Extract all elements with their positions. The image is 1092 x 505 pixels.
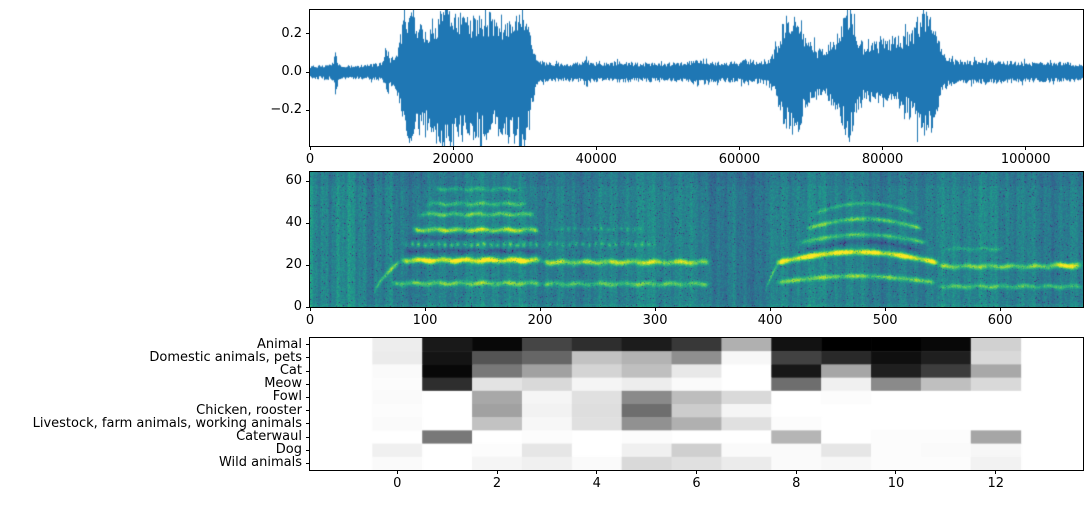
spectrogram-x-tick <box>884 307 886 311</box>
spectrogram-x-tick-label: 0 <box>305 313 315 328</box>
class-scores-x-tick-label: 8 <box>792 476 801 491</box>
class-scores-x-tick-label: 2 <box>492 476 502 491</box>
spectrogram-y-tick <box>306 306 310 308</box>
spectrogram-y-tick <box>306 180 310 182</box>
class-scores-y-tick <box>306 423 310 425</box>
class-scores-x-tick <box>696 470 697 474</box>
class-scores-x-tick <box>895 470 897 474</box>
class-scores-y-tick <box>306 462 310 464</box>
waveform-y-tick-label: 0.2 <box>281 25 302 41</box>
spectrogram-x-tick <box>654 307 656 311</box>
spectrogram-x-tick <box>999 307 1001 311</box>
spectrogram-x-tick-label: 500 <box>872 313 898 328</box>
spectrogram-y-tick-label: 60 <box>285 173 302 189</box>
class-scores-row-label: Fowl <box>272 389 302 405</box>
class-scores-x-tick-label: 10 <box>887 476 905 491</box>
waveform-x-tick-label: 80000 <box>861 152 904 167</box>
spectrogram-x-tick-label: 200 <box>527 313 553 328</box>
waveform-y-tick <box>306 33 310 35</box>
waveform-x-tick-label: 100000 <box>1000 152 1051 167</box>
spectrogram-y-tick-label: 20 <box>285 257 302 273</box>
class-scores-row-label: Domestic animals, pets <box>149 349 302 365</box>
waveform-y-tick-label: −0.2 <box>270 102 302 118</box>
spectrogram-y-tick-label: 40 <box>285 215 302 231</box>
waveform-axes <box>309 9 1084 147</box>
class-scores-plot-canvas <box>310 338 1083 470</box>
class-scores-x-tick-label: 12 <box>987 476 1004 491</box>
class-scores-x-tick-label: 4 <box>592 476 601 491</box>
spectrogram-axes <box>309 171 1084 308</box>
class-scores-y-tick <box>306 396 310 398</box>
spectrogram-x-tick <box>424 307 426 311</box>
class-scores-x-tick <box>496 470 498 474</box>
spectrogram-x-tick-label: 400 <box>757 313 783 328</box>
spectrogram-x-tick <box>769 307 771 311</box>
class-scores-row-label: Meow <box>264 376 302 392</box>
class-scores-row-label: Animal <box>257 336 302 352</box>
waveform-x-tick <box>309 146 311 150</box>
waveform-plot-canvas <box>310 10 1083 146</box>
waveform-x-tick <box>738 146 740 150</box>
class-scores-row-label: Chicken, rooster <box>196 402 302 418</box>
class-scores-row-label: Livestock, farm animals, working animals <box>32 415 302 431</box>
waveform-x-tick-label: 20000 <box>432 152 474 167</box>
spectrogram-y-tick <box>306 264 310 266</box>
waveform-y-tick-label: 0.0 <box>281 64 302 79</box>
waveform-x-tick <box>882 146 884 150</box>
class-scores-y-tick <box>306 436 310 438</box>
waveform-x-tick-label: 0 <box>305 152 315 167</box>
spectrogram-x-tick-label: 600 <box>987 313 1013 328</box>
spectrogram-x-tick <box>309 307 311 311</box>
class-scores-x-tick-label: 0 <box>393 476 402 491</box>
waveform-y-tick <box>306 71 310 73</box>
class-scores-row-label: Dog <box>275 442 302 458</box>
class-scores-row-label: Wild animals <box>218 455 302 471</box>
class-scores-y-tick <box>306 383 310 385</box>
class-scores-x-tick-label: 6 <box>692 476 701 491</box>
spectrogram-x-tick-label: 300 <box>642 313 668 328</box>
class-scores-x-tick <box>596 470 598 474</box>
class-scores-y-tick <box>306 357 310 359</box>
class-scores-y-tick <box>306 344 310 346</box>
class-scores-row-label: Caterwaul <box>236 429 302 444</box>
waveform-x-tick <box>1025 146 1027 150</box>
class-scores-y-tick <box>306 410 310 412</box>
spectrogram-y-tick <box>306 222 310 224</box>
spectrogram-x-tick <box>539 307 541 311</box>
class-scores-row-label: Cat <box>279 363 302 378</box>
class-scores-x-tick <box>795 470 797 474</box>
class-scores-y-tick <box>306 370 310 372</box>
waveform-y-tick <box>306 109 310 111</box>
waveform-x-tick-label: 60000 <box>718 152 761 167</box>
class-scores-y-tick <box>306 449 310 451</box>
spectrogram-x-tick-label: 100 <box>412 313 438 328</box>
class-scores-x-tick <box>396 470 398 474</box>
waveform-x-tick <box>452 146 454 150</box>
waveform-x-tick-label: 40000 <box>575 152 617 167</box>
class-scores-x-tick <box>995 470 997 474</box>
spectrogram-y-tick-label: 0 <box>293 299 302 314</box>
spectrogram-plot-canvas <box>310 172 1083 307</box>
waveform-x-tick <box>595 146 597 150</box>
class-scores-axes <box>309 337 1084 471</box>
